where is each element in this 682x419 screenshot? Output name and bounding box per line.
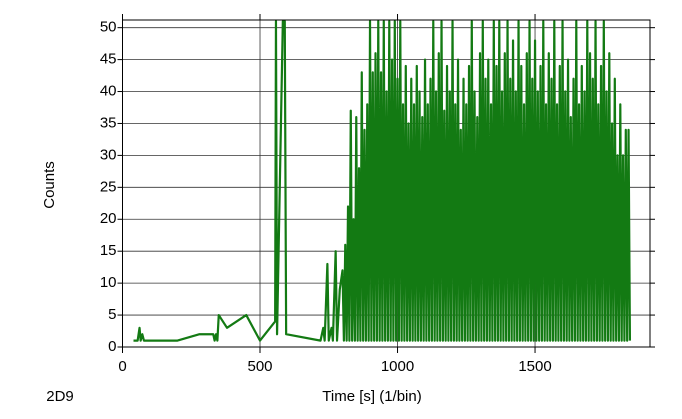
y-tick-label: 35 bbox=[100, 114, 117, 131]
y-tick-label: 0 bbox=[108, 338, 116, 355]
x-tick-label: 0 bbox=[118, 358, 126, 375]
y-tick-label: 15 bbox=[100, 242, 117, 259]
y-tick-label: 25 bbox=[100, 178, 117, 195]
x-tick-label: 1000 bbox=[381, 358, 414, 375]
y-tick-label: 10 bbox=[100, 274, 117, 291]
y-tick-label: 50 bbox=[100, 19, 117, 36]
x-tick-label: 1500 bbox=[518, 358, 551, 375]
y-tick-label: 20 bbox=[100, 210, 117, 227]
x-tick-label: 500 bbox=[247, 358, 272, 375]
y-tick-label: 45 bbox=[100, 51, 117, 68]
y-tick-label: 5 bbox=[108, 306, 116, 323]
y-tick-label: 30 bbox=[100, 146, 117, 163]
corner-label: 2D9 bbox=[46, 388, 74, 405]
y-tick-label: 40 bbox=[100, 83, 117, 100]
x-axis-title: Time [s] (1/bin) bbox=[322, 388, 421, 405]
plot-frame bbox=[122, 19, 651, 348]
data-line bbox=[133, 20, 632, 342]
y-axis-title: Counts bbox=[41, 161, 58, 209]
